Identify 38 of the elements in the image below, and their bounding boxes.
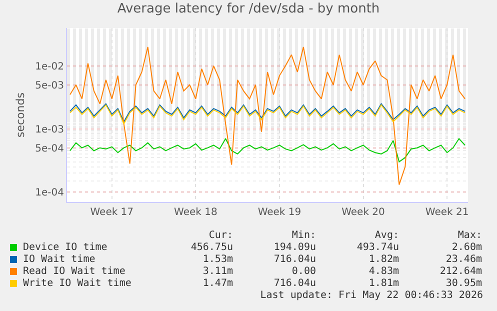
x-tick-label: Week 17: [90, 207, 134, 218]
text: 456.75u: [190, 242, 233, 254]
y-tick-label: 1e-04: [35, 187, 64, 198]
text: 1.47m: [202, 278, 233, 290]
text: 30.95m: [444, 278, 482, 290]
text: Max:: [456, 230, 482, 242]
legend-label: Device IO time: [23, 242, 108, 253]
text: 716.04u: [272, 254, 316, 266]
y-tick-label: 1e-02: [35, 61, 64, 72]
text: Avg:: [374, 230, 399, 242]
text: 4.83m: [368, 266, 399, 278]
chart-title: Average latency for /dev/sda - by month: [117, 1, 380, 16]
legend-label: IO Wait time: [23, 254, 96, 265]
y-axis-title: seconds: [14, 92, 27, 138]
x-tick-label: Week 18: [174, 207, 218, 218]
x-tick-label: Week 20: [342, 207, 385, 218]
text: 212.64m: [438, 266, 482, 278]
text: 493.74u: [356, 242, 399, 254]
legend-label: Write IO Wait time: [23, 278, 132, 289]
line-series: [69, 138, 466, 162]
x-tick-label: Week 19: [258, 207, 302, 218]
legend-label: Read IO Wait time: [23, 266, 126, 277]
text: 1.82m: [368, 254, 399, 266]
text: 1.81m: [368, 278, 399, 290]
text: Last update: Fri May 22 00:46:33 2026: [260, 290, 483, 301]
text: 3.11m: [202, 266, 233, 278]
text: 716.04u: [272, 278, 316, 290]
text: 23.46m: [444, 254, 482, 266]
text: 0.00: [290, 266, 316, 278]
text: 194.09u: [272, 242, 316, 254]
y-tick-label: 1e-03: [35, 124, 64, 136]
text: Cur:: [208, 230, 233, 242]
y-tick-label: 5e-04: [35, 143, 64, 154]
text: 1.53m: [202, 254, 233, 266]
text: 2.60m: [450, 242, 482, 254]
x-tick-label: Week 21: [425, 207, 469, 218]
text: Min:: [290, 230, 316, 242]
y-tick-label: 5e-03: [35, 80, 64, 92]
